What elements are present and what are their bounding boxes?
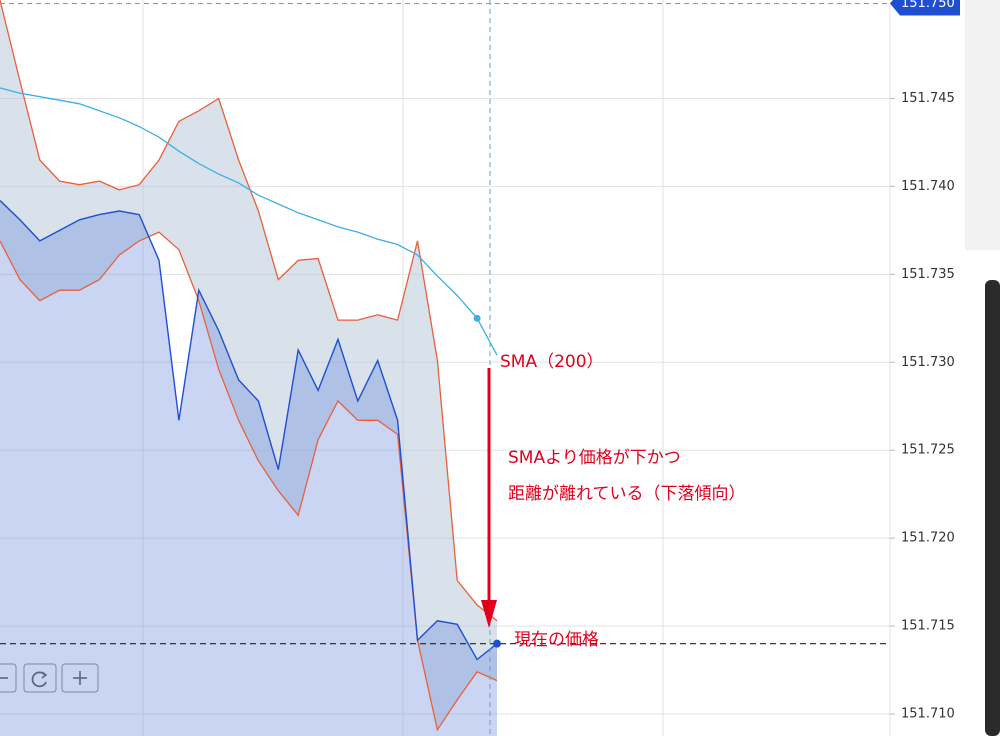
reset-button[interactable] xyxy=(23,663,57,693)
y-tick-label: 151.740 xyxy=(901,179,955,194)
zoom-buttons xyxy=(0,663,99,693)
y-tick-label: 151.720 xyxy=(901,531,955,546)
bollinger-line xyxy=(0,0,498,622)
crosshair-label: 151.750 xyxy=(901,0,955,11)
reset-icon xyxy=(31,671,47,688)
price-area xyxy=(0,200,497,736)
y-tick-label: 151.730 xyxy=(901,355,955,370)
annotation: 距離が離れている（下落傾向） xyxy=(508,484,746,504)
sma-line xyxy=(0,87,498,356)
sma-dot xyxy=(473,314,481,322)
price-line xyxy=(0,199,498,661)
annotation: SMA（200） xyxy=(500,352,604,372)
arrow-head xyxy=(481,600,497,628)
side-panel xyxy=(965,0,1000,250)
y-tick-label: 151.735 xyxy=(901,267,955,282)
reset-icon-arrow xyxy=(41,671,48,679)
y-tick-label: 151.745 xyxy=(901,91,955,106)
current-price-dot xyxy=(493,639,501,648)
y-tick-label: 151.725 xyxy=(901,443,955,458)
y-tick-label: 151.710 xyxy=(901,707,955,722)
annotation: 現在の価格 xyxy=(514,630,599,650)
band-fill xyxy=(0,0,497,730)
y-tick-label: 151.715 xyxy=(901,619,955,634)
side-panel-dark xyxy=(985,280,1000,736)
crosshair-label-box xyxy=(890,0,960,16)
annotation: SMAより価格が下かつ xyxy=(508,448,681,468)
vertical-grid xyxy=(0,0,891,736)
